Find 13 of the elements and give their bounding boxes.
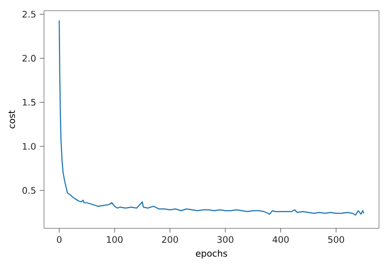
x-tick-label: 400 xyxy=(272,236,289,243)
x-axis-title: epochs xyxy=(196,250,228,258)
y-axis-title: cost xyxy=(8,110,16,128)
x-tick-label: 200 xyxy=(162,236,178,243)
x-tick-label: 300 xyxy=(217,236,234,243)
y-tick-label: 1.5 xyxy=(22,98,36,106)
y-tick-label: 2.0 xyxy=(22,54,36,62)
y-tick-label: 1.0 xyxy=(22,142,36,150)
y-tick-label: 0.5 xyxy=(22,187,36,194)
x-tick-label: 100 xyxy=(107,236,123,243)
x-tick-label: 500 xyxy=(328,236,344,243)
y-tick-label: 2.5 xyxy=(22,10,36,18)
x-tick-label: 0 xyxy=(56,236,62,243)
